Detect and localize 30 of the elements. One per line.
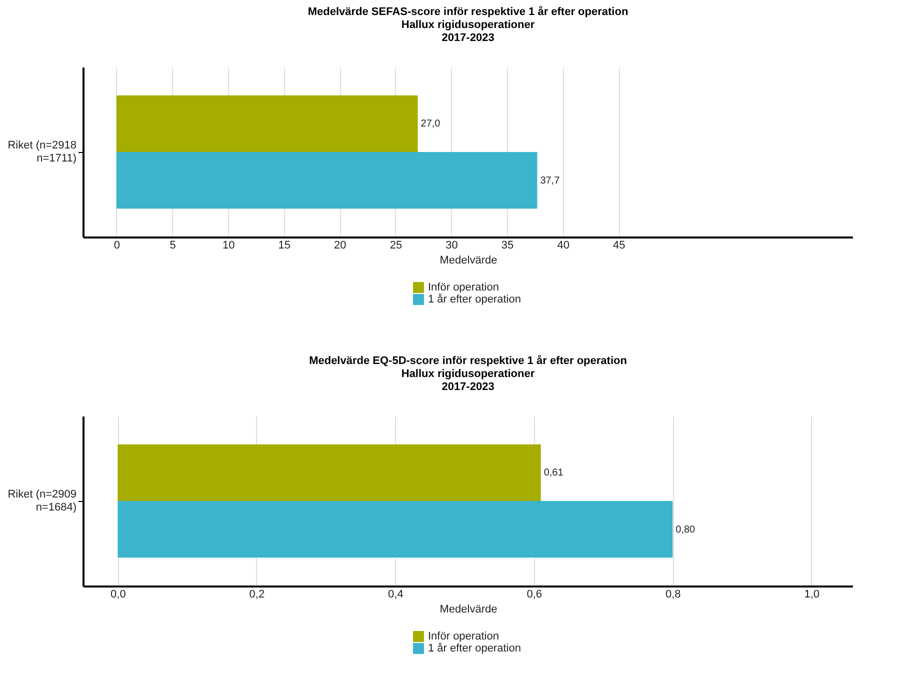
x-tick-label: 10 xyxy=(222,240,235,252)
y-tick-label: Riket (n=2909 n=1684) xyxy=(8,488,76,514)
x-tick-label: 0,2 xyxy=(249,588,265,600)
x-tick-label: 15 xyxy=(278,240,290,252)
chart-title: Medelvärde SEFAS-score inför respektive 1 år efter operation Hallux rigidusoperationer 2017-2023 xyxy=(308,5,628,44)
x-tick-label: 35 xyxy=(501,240,514,252)
y-tick-label: Riket (n=2918 n=1711) xyxy=(8,140,76,164)
x-tick-label: 45 xyxy=(613,240,626,252)
x-tick-label: 1,0 xyxy=(804,588,820,600)
data-label: 0,80 xyxy=(676,524,696,536)
chart-title: Medelvärde EQ-5D-score inför respektive 1 år efter operation Hallux rigidusoperationer 2017-2023 xyxy=(309,354,628,393)
legend-label: Inför operation xyxy=(428,282,499,294)
data-label: 37,7 xyxy=(540,175,560,186)
x-axis-title: Medelvärde xyxy=(440,604,498,616)
x-tick-label: 5 xyxy=(170,240,176,252)
x-tick-label: 25 xyxy=(390,240,402,252)
data-label: 27,0 xyxy=(420,118,441,130)
legend-label: 1 år efter operation xyxy=(428,294,521,306)
data-label: 0,61 xyxy=(544,468,564,479)
x-tick-label: 0 xyxy=(114,240,120,252)
x-tick-label: 30 xyxy=(446,240,458,252)
x-tick-label: 20 xyxy=(334,240,346,252)
legend-label: 1 år efter operation xyxy=(428,642,521,654)
x-tick-label: 0,4 xyxy=(388,588,404,600)
x-tick-label: 40 xyxy=(557,240,570,252)
legend-label: Inför operation xyxy=(428,630,499,642)
x-tick-label: 0,8 xyxy=(665,588,681,600)
x-axis-title: Medelvärde xyxy=(440,254,498,266)
x-tick-label: 0,0 xyxy=(110,588,126,600)
x-tick-label: 0,6 xyxy=(526,588,542,600)
